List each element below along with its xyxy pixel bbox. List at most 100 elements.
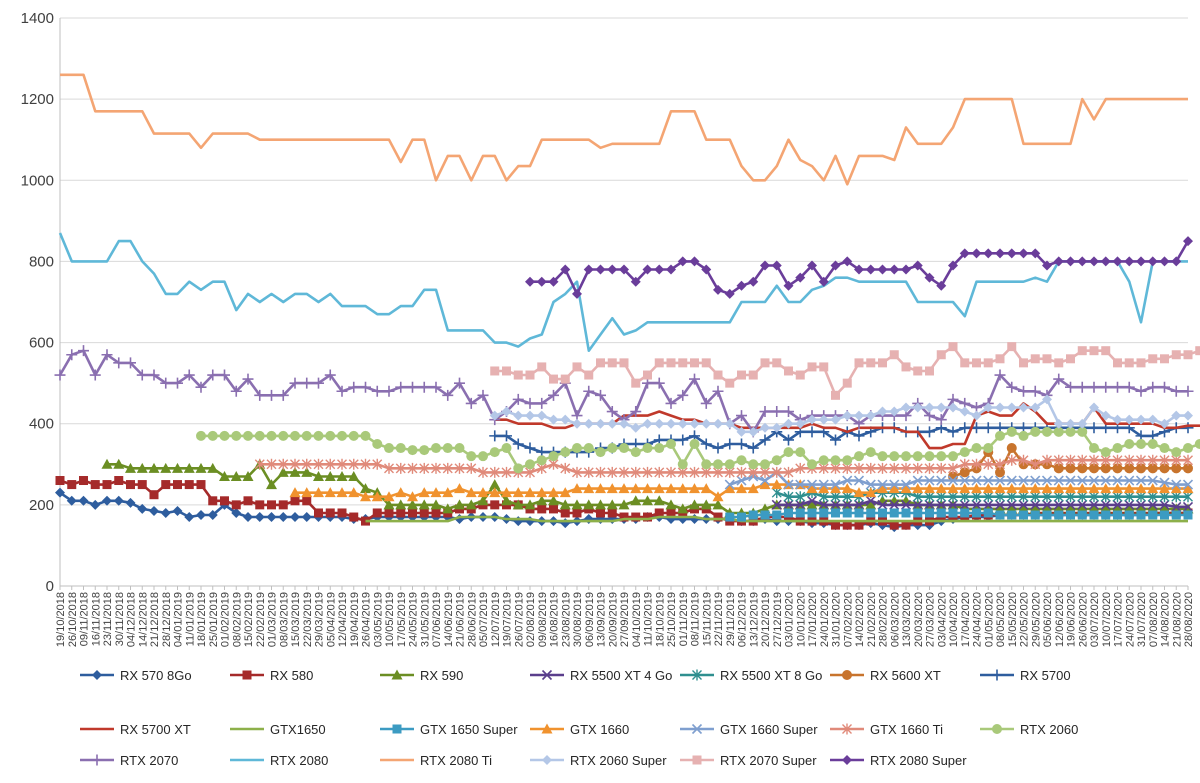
data-point <box>736 475 747 486</box>
data-point <box>807 260 817 271</box>
data-point <box>1066 510 1075 520</box>
data-point <box>183 462 195 473</box>
data-point <box>653 377 665 389</box>
data-point <box>1018 454 1029 466</box>
data-point <box>384 508 394 518</box>
data-point <box>818 414 829 425</box>
data-point <box>184 512 195 523</box>
x-tick-label: 06/12/2019 <box>737 592 749 647</box>
data-point <box>713 284 723 295</box>
data-point <box>1065 418 1076 429</box>
data-point <box>830 479 841 490</box>
legend-swatch-marker <box>541 723 553 734</box>
data-point <box>1183 463 1193 474</box>
x-tick-label: 05/06/2020 <box>1042 592 1054 647</box>
data-point <box>348 430 359 441</box>
x-tick-label: 24/07/2020 <box>1124 592 1136 647</box>
data-point <box>360 491 371 502</box>
legend-item: RX 5600 XT <box>830 668 941 683</box>
data-point <box>1029 385 1041 397</box>
x-tick-label: 31/01/2020 <box>831 592 843 647</box>
data-point <box>430 381 442 393</box>
data-point <box>465 397 477 409</box>
legend-swatch-marker <box>842 670 852 680</box>
data-point <box>1076 483 1088 494</box>
data-point <box>760 422 770 433</box>
data-point <box>795 499 806 510</box>
data-point <box>595 447 606 458</box>
data-point <box>783 479 794 490</box>
legend-item: RTX 2080 Ti <box>380 753 492 768</box>
data-point <box>430 487 442 498</box>
data-point <box>490 366 500 376</box>
data-point <box>231 430 242 441</box>
legend-label: RX 590 <box>420 668 463 683</box>
data-point <box>771 455 782 466</box>
data-point <box>536 276 547 287</box>
data-point <box>290 512 300 523</box>
data-point <box>806 499 818 510</box>
legend-item: RX 580 <box>230 668 313 683</box>
data-point <box>220 496 229 506</box>
data-point <box>1136 439 1146 449</box>
data-point <box>971 410 982 421</box>
data-point <box>947 483 959 494</box>
y-tick-label: 400 <box>29 416 54 433</box>
data-point <box>571 483 583 494</box>
x-tick-label: 15/03/2019 <box>290 592 302 647</box>
data-point <box>1088 422 1100 434</box>
data-point <box>583 418 594 429</box>
data-point <box>995 458 1005 470</box>
data-point <box>713 370 723 380</box>
data-point <box>654 466 665 478</box>
data-point <box>313 430 324 441</box>
legend-swatch-marker <box>991 669 1003 681</box>
data-point <box>959 483 971 494</box>
data-point <box>877 479 888 490</box>
x-tick-label: 18/10/2019 <box>654 592 666 647</box>
data-point <box>666 439 676 449</box>
data-point <box>901 402 911 413</box>
data-point <box>1124 510 1134 520</box>
data-point <box>1124 463 1135 474</box>
data-point <box>924 462 935 474</box>
data-point <box>983 402 994 413</box>
series-line <box>365 515 1188 523</box>
data-point <box>912 499 923 510</box>
legend-swatch-marker <box>392 724 402 734</box>
x-tick-label: 19/10/2018 <box>55 592 67 647</box>
data-point <box>1112 381 1123 393</box>
data-point <box>301 458 312 470</box>
series-line <box>776 491 1188 499</box>
legend-label: RX 5700 XT <box>120 722 191 737</box>
data-point <box>302 496 312 506</box>
legend-label: RTX 2070 Super <box>720 753 817 768</box>
data-point <box>289 487 301 498</box>
data-point <box>78 345 89 357</box>
data-point <box>995 248 1005 259</box>
data-point <box>1030 354 1040 364</box>
data-point <box>759 406 771 418</box>
data-point <box>677 459 688 470</box>
data-point <box>1136 463 1146 474</box>
data-point <box>1018 385 1029 397</box>
data-point <box>1147 439 1158 449</box>
data-point <box>1171 510 1181 520</box>
x-tick-label: 30/08/2019 <box>572 592 584 647</box>
data-point <box>1171 501 1182 512</box>
x-tick-label: 24/05/2019 <box>408 592 420 647</box>
data-point <box>536 410 547 421</box>
data-point <box>419 462 430 474</box>
data-point <box>878 358 887 368</box>
data-point <box>677 418 688 429</box>
data-point <box>1159 477 1170 488</box>
x-tick-label: 18/01/2019 <box>196 592 208 647</box>
data-point <box>630 495 642 506</box>
data-point <box>78 495 89 506</box>
data-point <box>748 426 759 437</box>
data-point <box>631 512 641 522</box>
data-point <box>678 358 688 368</box>
legend-swatch-marker <box>92 670 102 680</box>
data-point <box>1018 499 1029 510</box>
series-line <box>60 73 1188 186</box>
